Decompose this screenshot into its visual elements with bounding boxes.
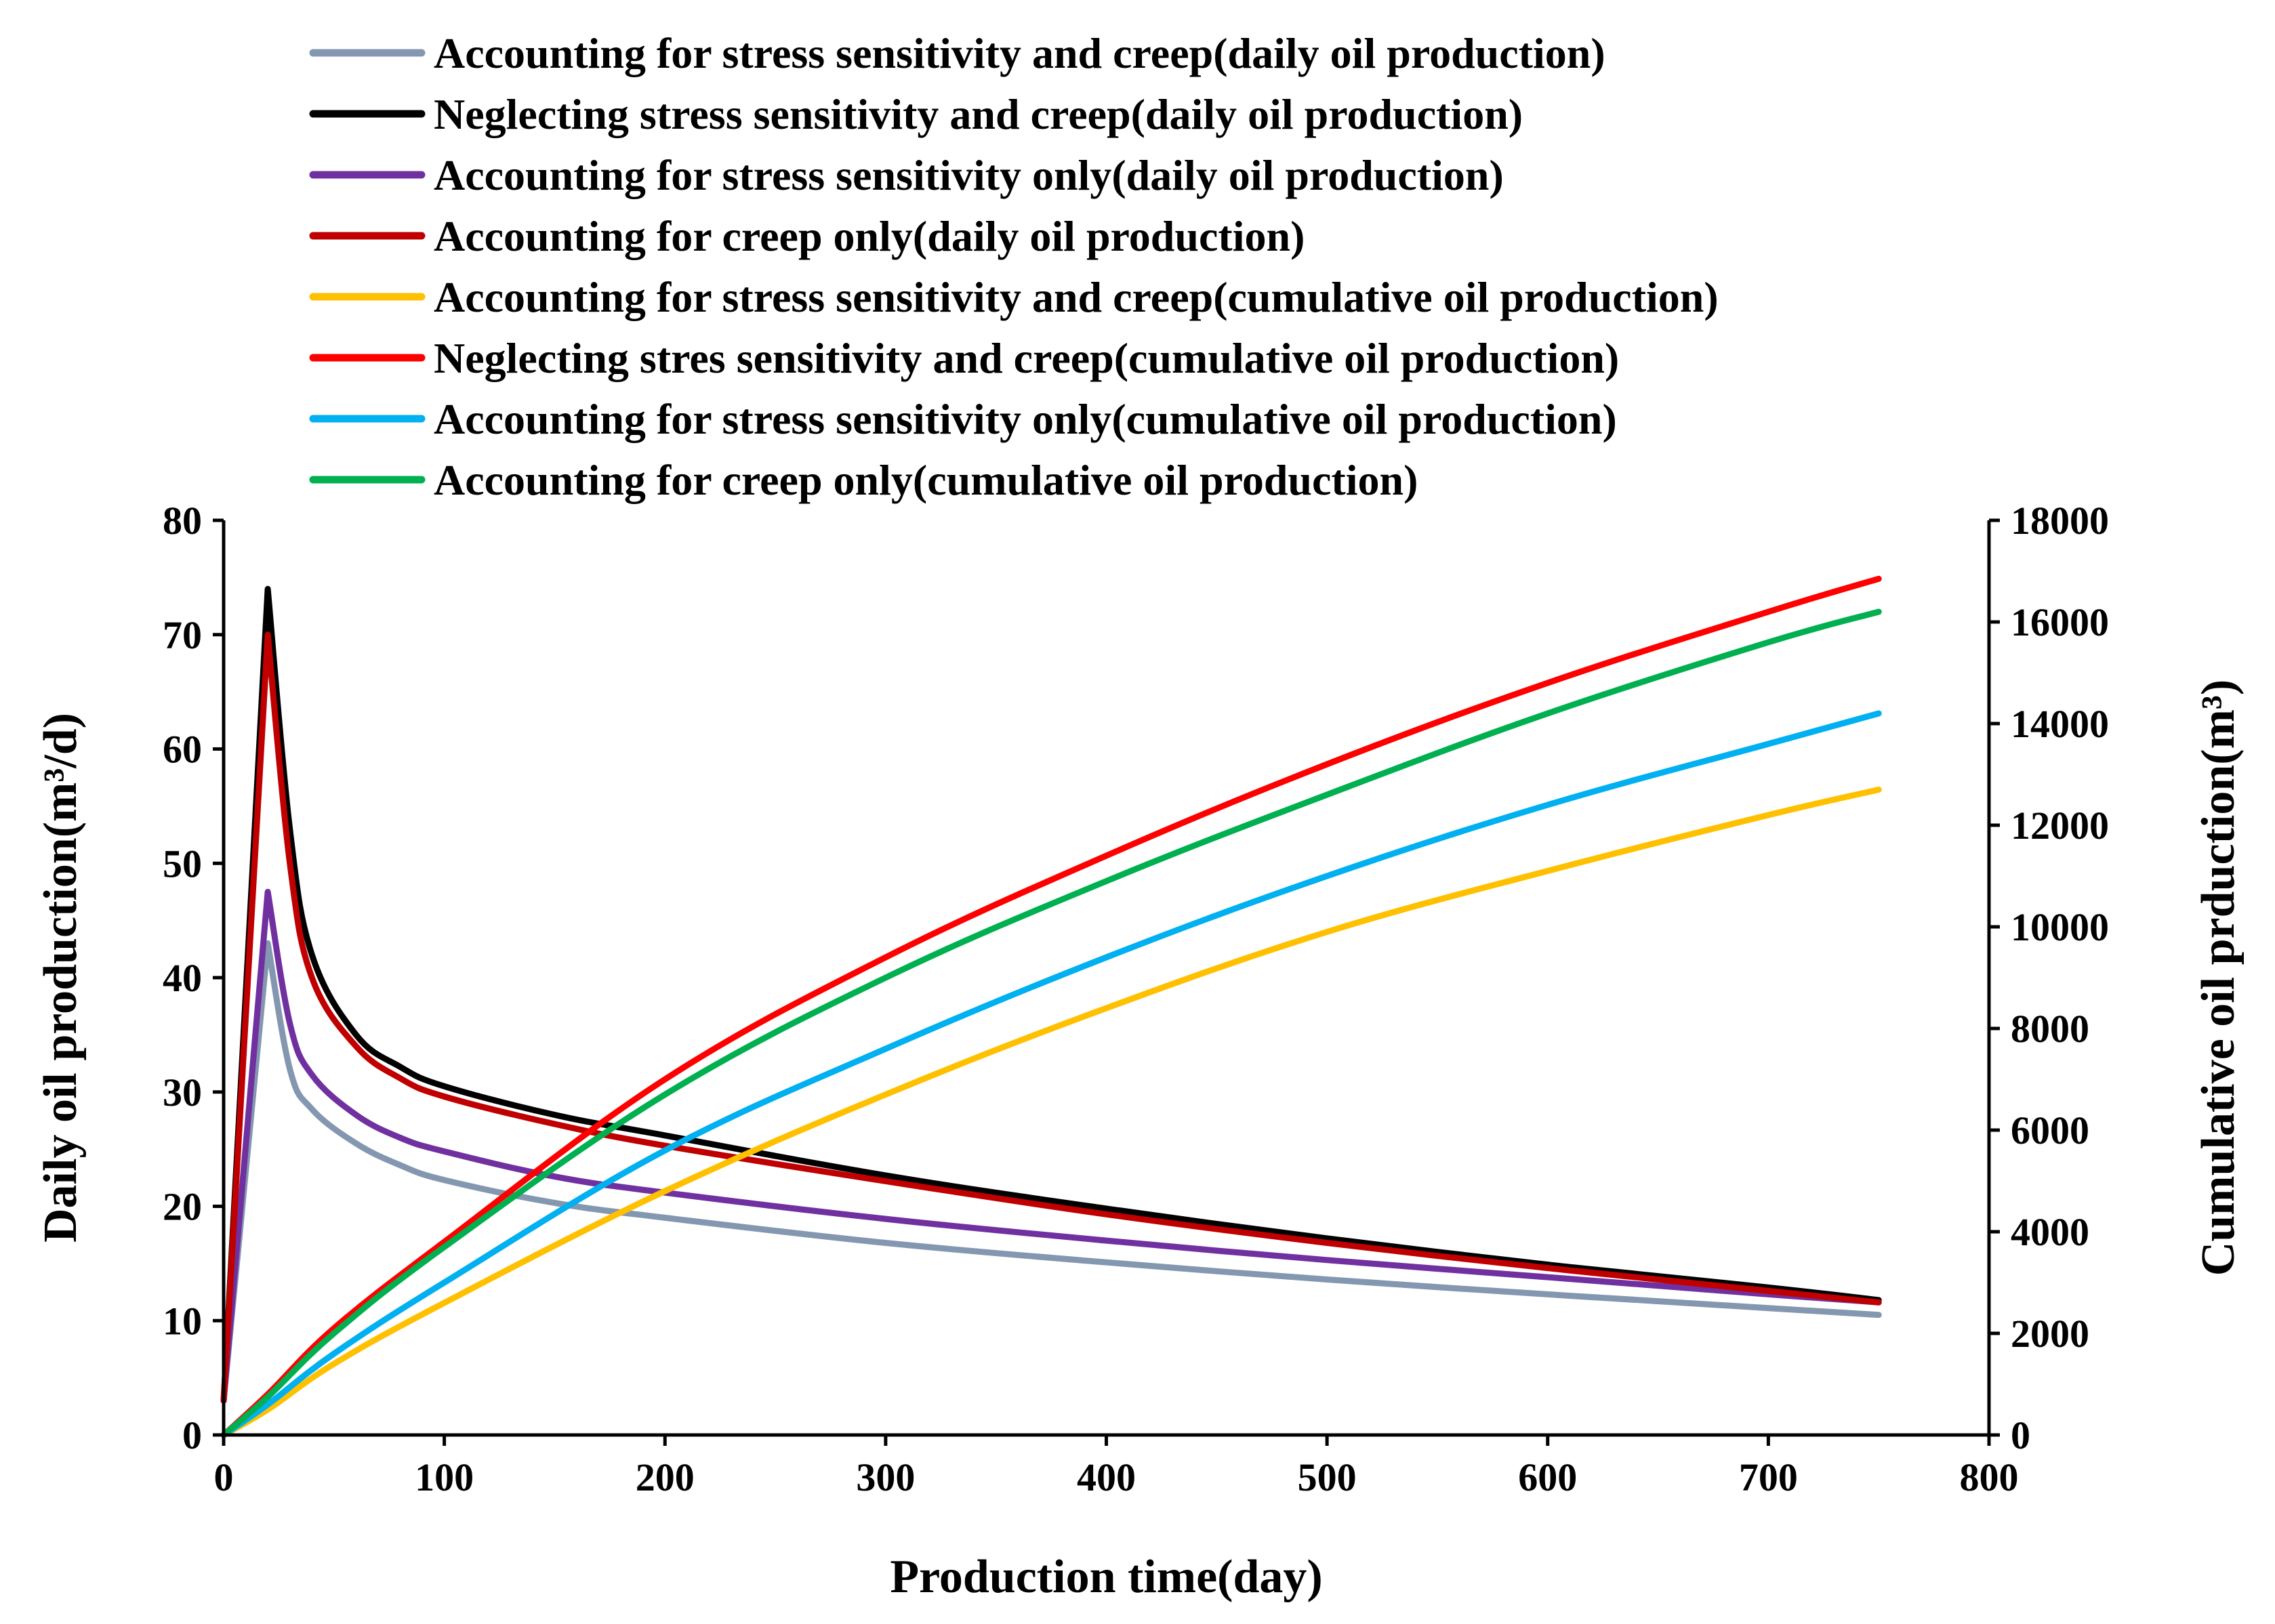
series-line-8 <box>220 608 1882 1438</box>
y-left-tick-label: 30 <box>163 1070 202 1115</box>
axes: 0 100 200 300 400 500 600 700 800010203040506070… <box>163 499 2109 1499</box>
y-right-tick-label: 14000 <box>2011 702 2109 746</box>
x-tick-label: 500 <box>1298 1455 1357 1499</box>
x-tick-label: 600 <box>1518 1455 1577 1499</box>
y-right-tick-label: 16000 <box>2011 600 2109 644</box>
x-tick-label: 300 <box>856 1455 915 1499</box>
legend: Accounting for stress sensitivity and cr… <box>309 29 1719 504</box>
series-line-1 <box>220 940 1882 1404</box>
y-axis-left-title: Daily oil production(m³/d) <box>35 713 87 1243</box>
y-left-tick-label: 20 <box>163 1185 202 1229</box>
y-right-tick-label: 10000 <box>2011 905 2109 949</box>
y-right-tick-label: 18000 <box>2011 499 2109 543</box>
legend-label: Neglecting stress sensitivity and creep(… <box>434 90 1523 138</box>
legend-label: Neglecting stres sensitivity and creep(c… <box>434 334 1619 382</box>
y-left-tick-label: 60 <box>163 728 202 772</box>
y-left-tick-label: 40 <box>163 956 202 1000</box>
x-tick-label: 0 <box>214 1455 234 1499</box>
x-tick-label: 200 <box>636 1455 695 1499</box>
x-tick-label: 700 <box>1739 1455 1798 1499</box>
y-right-tick-label: 8000 <box>2011 1007 2089 1051</box>
series-line-7 <box>220 710 1882 1438</box>
series-line-3 <box>220 888 1882 1404</box>
legend-label: Accounting for stress sensitivity only(c… <box>434 395 1617 443</box>
y-left-tick-label: 0 <box>182 1413 202 1457</box>
y-right-tick-label: 6000 <box>2011 1108 2089 1152</box>
legend-label: Accounting for creep only(daily oil prod… <box>434 212 1305 260</box>
x-tick-label: 100 <box>415 1455 474 1499</box>
x-tick-label: 400 <box>1077 1455 1136 1499</box>
x-tick-label: 800 <box>1960 1455 2019 1499</box>
y-right-tick-label: 4000 <box>2011 1210 2089 1254</box>
legend-label: Accounting for creep only(cumulative oil… <box>434 456 1418 504</box>
legend-label: Accounting for stress sensitivity and cr… <box>434 273 1719 321</box>
x-axis-title: Production time(day) <box>890 1551 1322 1603</box>
y-left-tick-label: 70 <box>163 613 202 657</box>
series-line-6 <box>220 575 1882 1438</box>
y-right-tick-label: 12000 <box>2011 804 2109 848</box>
y-right-tick-label: 0 <box>2011 1413 2030 1457</box>
y-left-tick-label: 10 <box>163 1299 202 1343</box>
y-axis-right-title: Cumulative oil prduction(m³) <box>2192 680 2245 1276</box>
series-line-2 <box>220 585 1882 1404</box>
legend-label: Accounting for stress sensitivity and cr… <box>434 29 1605 77</box>
plot-lines <box>220 575 1882 1438</box>
series-line-5 <box>220 787 1882 1438</box>
y-right-tick-label: 2000 <box>2011 1312 2089 1356</box>
legend-label: Accounting for stress sensitivity only(d… <box>434 151 1504 199</box>
y-left-tick-label: 50 <box>163 841 202 886</box>
y-left-tick-label: 80 <box>163 499 202 543</box>
